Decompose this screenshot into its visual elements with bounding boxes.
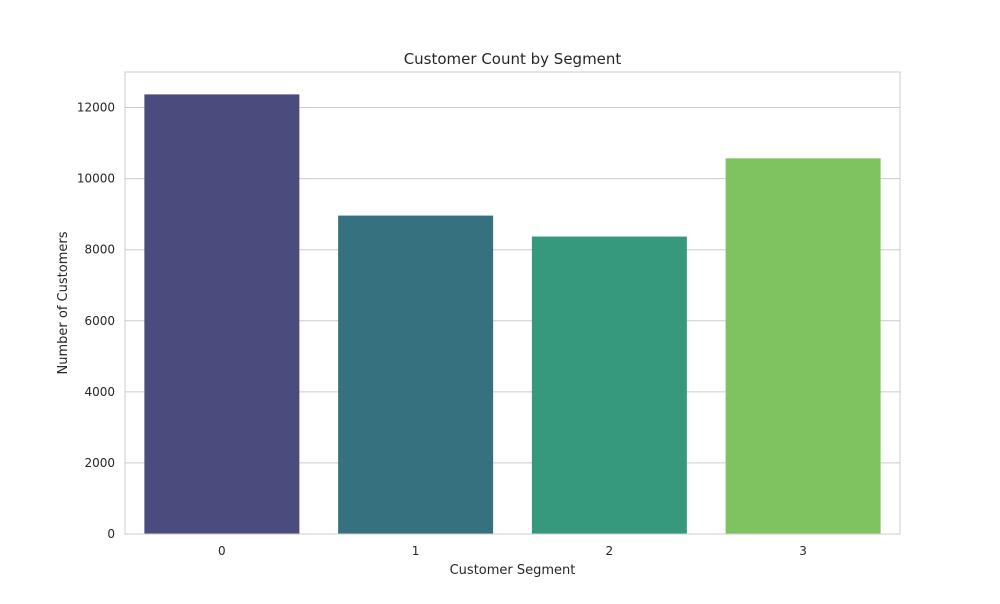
y-tick-label: 10000 xyxy=(77,172,115,186)
y-tick-label: 4000 xyxy=(84,385,115,399)
x-tick-label: 1 xyxy=(412,544,420,558)
y-axis-label: Number of Customers xyxy=(56,231,71,374)
x-axis-label: Customer Segment xyxy=(450,563,576,578)
y-tick-label: 12000 xyxy=(77,101,115,115)
plot-frame xyxy=(124,71,901,535)
bar-segment-1 xyxy=(338,215,494,534)
bar-segment-3 xyxy=(725,158,881,534)
x-tick-label: 2 xyxy=(606,544,614,558)
bar-segment-0 xyxy=(144,94,300,535)
y-tick-label: 0 xyxy=(107,527,115,541)
x-tick-labels: 0 1 2 3 xyxy=(218,544,807,558)
y-tick-label: 8000 xyxy=(84,243,115,257)
x-tick-label: 0 xyxy=(218,544,226,558)
y-tick-label: 2000 xyxy=(84,456,115,470)
bars xyxy=(144,94,881,535)
bar-segment-2 xyxy=(531,236,687,534)
chart-title: Customer Count by Segment xyxy=(404,50,622,68)
y-tick-labels: 0 2000 4000 6000 8000 10000 12000 xyxy=(77,101,115,541)
y-tick-label: 6000 xyxy=(84,314,115,328)
x-tick-label: 3 xyxy=(799,544,807,558)
